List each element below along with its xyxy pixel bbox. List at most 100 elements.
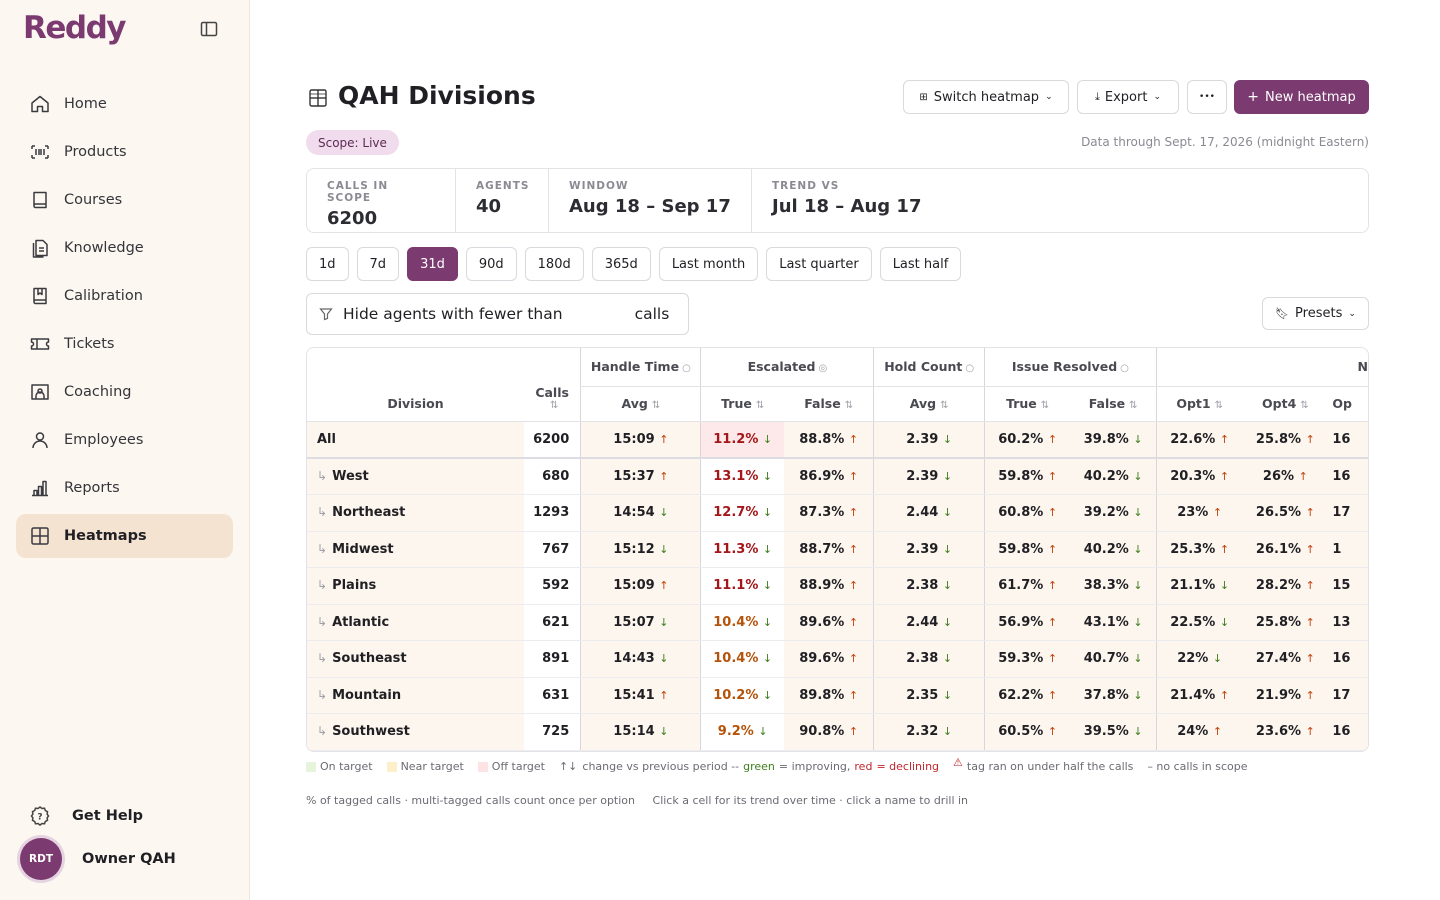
issue-resolved-group-header[interactable]: Issue Resolved ○	[983, 348, 1157, 387]
table-row[interactable]: ↳ Atlantic 621 15:07 ↓ 10.4% ↓ 89.6% ↑ 2.44 ↓ 5…	[307, 604, 1368, 641]
escalated-false-cell[interactable]: 89.6% ↑	[783, 640, 874, 678]
escalated-true-cell[interactable]: 10.4% ↓	[700, 604, 784, 641]
hold-avg-header[interactable]: Avg ⇅	[873, 386, 985, 422]
issue-true-cell[interactable]: 60.8% ↑	[983, 494, 1071, 532]
calls-header[interactable]: Calls ⇅	[524, 348, 581, 422]
escalated-group-header[interactable]: Escalated ◎	[700, 348, 874, 387]
issue-true-cell[interactable]: 60.5% ↑	[983, 713, 1071, 751]
division-name-cell[interactable]: All	[307, 421, 525, 459]
escalated-true-header[interactable]: True ⇅	[700, 386, 784, 422]
range-365d-button[interactable]: 365d	[591, 247, 651, 281]
issue-true-cell[interactable]: 62.2% ↑	[983, 677, 1071, 714]
sidebar-item-reports[interactable]: Reports	[16, 466, 233, 510]
escalated-false-cell[interactable]: 86.9% ↑	[783, 458, 874, 495]
sidebar-item-heatmaps[interactable]: Heatmaps	[16, 514, 233, 558]
opt1-cell[interactable]: 22% ↓	[1155, 640, 1243, 678]
next-group-header[interactable]: N	[1155, 348, 1368, 387]
opt1-cell[interactable]: 21.1% ↓	[1155, 567, 1243, 605]
opt1-header[interactable]: Opt1 ⇅	[1155, 386, 1243, 422]
escalated-false-cell[interactable]: 87.3% ↑	[783, 494, 874, 532]
next-col-cell[interactable]: 15	[1328, 567, 1368, 605]
next-col-cell[interactable]: 16	[1328, 458, 1368, 495]
issue-true-cell[interactable]: 61.7% ↑	[983, 567, 1071, 605]
issue-false-cell[interactable]: 38.3% ↓	[1070, 567, 1157, 605]
sidebar-item-home[interactable]: Home	[16, 82, 233, 126]
issue-false-cell[interactable]: 40.2% ↓	[1070, 458, 1157, 495]
escalated-true-cell[interactable]: 10.2% ↓	[700, 677, 784, 714]
opt1-cell[interactable]: 24% ↑	[1155, 713, 1243, 751]
hold-count-cell[interactable]: 2.44 ↓	[873, 604, 985, 641]
export-button[interactable]: ⤓ Export ⌄	[1077, 80, 1179, 114]
next-col-cell[interactable]: 1	[1328, 531, 1368, 568]
escalated-false-cell[interactable]: 89.6% ↑	[783, 604, 874, 641]
handle-avg-header[interactable]: Avg ⇅	[580, 386, 701, 422]
sidebar-item-tickets[interactable]: Tickets	[16, 322, 233, 366]
table-row[interactable]: ↳ West 680 15:37 ↑ 13.1% ↓ 86.9% ↑ 2.39 ↓ 59.8%…	[307, 458, 1368, 495]
opt1-cell[interactable]: 23% ↑	[1155, 494, 1243, 532]
handle-time-cell[interactable]: 15:07 ↓	[580, 604, 701, 641]
table-row[interactable]: ↳ Northeast 1293 14:54 ↓ 12.7% ↓ 87.3% ↑ 2.44 …	[307, 494, 1368, 532]
next-col-cell[interactable]: 16	[1328, 640, 1368, 678]
hold-count-cell[interactable]: 2.39 ↓	[873, 531, 985, 568]
division-name-cell[interactable]: ↳ Mountain	[307, 677, 525, 714]
division-name-cell[interactable]: ↳ Northeast	[307, 494, 525, 532]
handle-time-cell[interactable]: 15:37 ↑	[580, 458, 701, 495]
issue-false-cell[interactable]: 39.5% ↓	[1070, 713, 1157, 751]
issue-true-header[interactable]: True ⇅	[983, 386, 1071, 422]
issue-true-cell[interactable]: 59.3% ↑	[983, 640, 1071, 678]
escalated-true-cell[interactable]: 13.1% ↓	[700, 458, 784, 495]
opt4-cell[interactable]: 25.8% ↑	[1242, 604, 1329, 641]
table-row-all[interactable]: All 6200 15:09 ↑ 11.2% ↓ 88.8% ↑ 2.39 ↓ 60.2% …	[307, 421, 1368, 459]
table-row[interactable]: ↳ Southwest 725 15:14 ↓ 9.2% ↓ 90.8% ↑ 2.32 ↓ 6…	[307, 713, 1368, 751]
division-name-cell[interactable]: ↳ Southwest	[307, 713, 525, 751]
division-header[interactable]: Division	[307, 348, 525, 422]
handle-time-cell[interactable]: 14:43 ↓	[580, 640, 701, 678]
opt1-cell[interactable]: 25.3% ↑	[1155, 531, 1243, 568]
issue-true-cell[interactable]: 59.8% ↑	[983, 531, 1071, 568]
user-menu[interactable]: RDT Owner QAH	[20, 838, 176, 880]
next-col-cell[interactable]: 13	[1328, 604, 1368, 641]
table-row[interactable]: ↳ Southeast 891 14:43 ↓ 10.4% ↓ 89.6% ↑ 2.38 ↓…	[307, 640, 1368, 678]
next-col-cell[interactable]: 17	[1328, 677, 1368, 714]
issue-false-cell[interactable]: 39.8% ↓	[1070, 421, 1157, 459]
min-calls-input[interactable]	[567, 300, 630, 328]
issue-true-cell[interactable]: 59.8% ↑	[983, 458, 1071, 495]
escalated-false-cell[interactable]: 88.7% ↑	[783, 531, 874, 568]
switch-heatmap-button[interactable]: ⊞ Switch heatmap ⌄	[903, 80, 1069, 114]
opt-next-header[interactable]: Op	[1328, 386, 1368, 422]
table-row[interactable]: ↳ Mountain 631 15:41 ↑ 10.2% ↓ 89.8% ↑ 2.35 ↓ 6…	[307, 677, 1368, 714]
handle-time-cell[interactable]: 15:41 ↑	[580, 677, 701, 714]
issue-false-cell[interactable]: 39.2% ↓	[1070, 494, 1157, 532]
sidebar-item-courses[interactable]: Courses	[16, 178, 233, 222]
division-name-cell[interactable]: ↳ Plains	[307, 567, 525, 605]
escalated-true-cell[interactable]: 11.3% ↓	[700, 531, 784, 568]
issue-false-cell[interactable]: 37.8% ↓	[1070, 677, 1157, 714]
sidebar-item-employees[interactable]: Employees	[16, 418, 233, 462]
handle-time-cell[interactable]: 14:54 ↓	[580, 494, 701, 532]
division-name-cell[interactable]: ↳ Midwest	[307, 531, 525, 568]
escalated-true-cell[interactable]: 12.7% ↓	[700, 494, 784, 532]
hold-count-group-header[interactable]: Hold Count ○	[873, 348, 985, 387]
escalated-true-cell[interactable]: 11.2% ↓	[700, 421, 784, 459]
new-heatmap-button[interactable]: + New heatmap	[1234, 80, 1369, 114]
presets-button[interactable]: 🔖︎ Presets ⌄	[1262, 297, 1369, 330]
logo[interactable]: Reddy	[23, 10, 126, 46]
sidebar-item-products[interactable]: Products	[16, 130, 233, 174]
range-90d-button[interactable]: 90d	[465, 247, 517, 281]
sidebar-item-calibration[interactable]: Calibration	[16, 274, 233, 318]
range-1d-button[interactable]: 1d	[306, 247, 349, 281]
issue-true-cell[interactable]: 56.9% ↑	[983, 604, 1071, 641]
escalated-true-cell[interactable]: 10.4% ↓	[700, 640, 784, 678]
opt4-cell[interactable]: 26% ↑	[1242, 458, 1329, 495]
hold-count-cell[interactable]: 2.38 ↓	[873, 567, 985, 605]
opt4-header[interactable]: Opt4 ⇅	[1242, 386, 1329, 422]
handle-time-cell[interactable]: 15:09 ↑	[580, 567, 701, 605]
more-options-button[interactable]: •••	[1187, 80, 1227, 114]
issue-false-cell[interactable]: 40.2% ↓	[1070, 531, 1157, 568]
table-row[interactable]: ↳ Midwest 767 15:12 ↓ 11.3% ↓ 88.7% ↑ 2.39 ↓ 59…	[307, 531, 1368, 568]
range-last-quarter-button[interactable]: Last quarter	[766, 247, 872, 281]
opt4-cell[interactable]: 26.5% ↑	[1242, 494, 1329, 532]
sidebar-item-knowledge[interactable]: Knowledge	[16, 226, 233, 270]
issue-true-cell[interactable]: 60.2% ↑	[983, 421, 1071, 459]
range-7d-button[interactable]: 7d	[356, 247, 400, 281]
